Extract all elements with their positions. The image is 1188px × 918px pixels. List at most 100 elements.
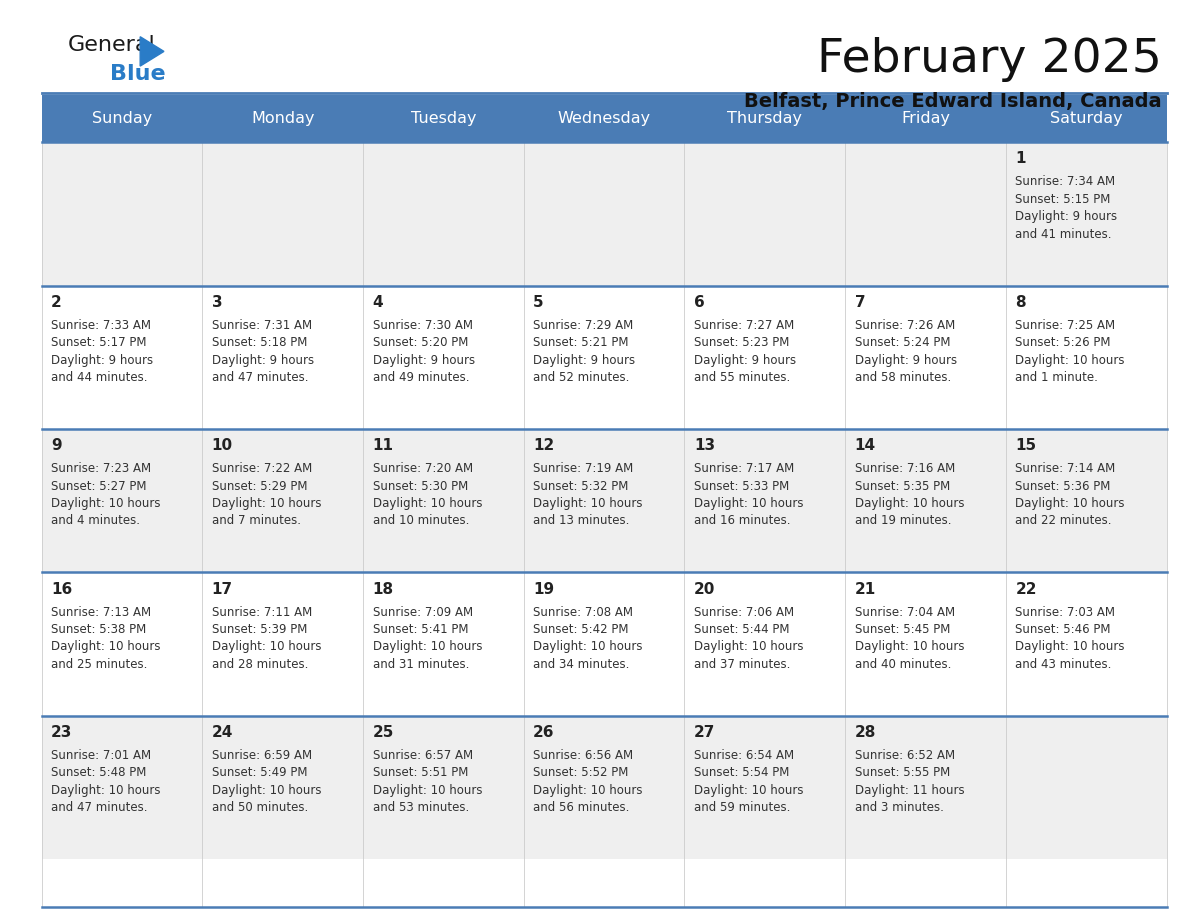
Text: and 59 minutes.: and 59 minutes.: [694, 801, 790, 814]
Text: Sunrise: 7:19 AM: Sunrise: 7:19 AM: [533, 462, 633, 476]
Text: 19: 19: [533, 582, 555, 597]
Text: 10: 10: [211, 438, 233, 453]
Text: 2: 2: [51, 295, 62, 310]
Text: Sunset: 5:29 PM: Sunset: 5:29 PM: [211, 479, 308, 493]
Text: 5: 5: [533, 295, 544, 310]
Text: Daylight: 10 hours: Daylight: 10 hours: [211, 641, 321, 654]
Bar: [42, 285, 1167, 429]
Bar: [42, 142, 1167, 285]
Text: and 44 minutes.: and 44 minutes.: [51, 371, 147, 384]
Text: Daylight: 10 hours: Daylight: 10 hours: [1016, 497, 1125, 510]
Text: 16: 16: [51, 582, 72, 597]
Text: Daylight: 10 hours: Daylight: 10 hours: [51, 784, 160, 797]
Text: and 4 minutes.: and 4 minutes.: [51, 514, 140, 528]
Text: Daylight: 10 hours: Daylight: 10 hours: [211, 784, 321, 797]
Text: Sunrise: 6:57 AM: Sunrise: 6:57 AM: [373, 749, 473, 762]
Text: Sunrise: 7:25 AM: Sunrise: 7:25 AM: [1016, 319, 1116, 331]
Text: Sunset: 5:18 PM: Sunset: 5:18 PM: [211, 336, 308, 349]
Text: Blue: Blue: [110, 64, 166, 84]
Text: and 16 minutes.: and 16 minutes.: [694, 514, 790, 528]
Text: and 13 minutes.: and 13 minutes.: [533, 514, 630, 528]
Text: Daylight: 10 hours: Daylight: 10 hours: [373, 784, 482, 797]
Text: Daylight: 10 hours: Daylight: 10 hours: [533, 641, 643, 654]
Text: and 56 minutes.: and 56 minutes.: [533, 801, 630, 814]
Text: Daylight: 10 hours: Daylight: 10 hours: [211, 497, 321, 510]
Text: Sunrise: 7:06 AM: Sunrise: 7:06 AM: [694, 606, 794, 619]
Text: Daylight: 10 hours: Daylight: 10 hours: [373, 497, 482, 510]
Text: Sunday: Sunday: [91, 111, 152, 126]
Text: Sunset: 5:36 PM: Sunset: 5:36 PM: [1016, 479, 1111, 493]
Text: and 19 minutes.: and 19 minutes.: [854, 514, 952, 528]
Text: Sunrise: 7:14 AM: Sunrise: 7:14 AM: [1016, 462, 1116, 476]
Text: 12: 12: [533, 438, 555, 453]
Text: Sunset: 5:15 PM: Sunset: 5:15 PM: [1016, 193, 1111, 206]
Text: and 47 minutes.: and 47 minutes.: [51, 801, 147, 814]
Text: Sunrise: 7:20 AM: Sunrise: 7:20 AM: [373, 462, 473, 476]
Text: 7: 7: [854, 295, 865, 310]
Text: Sunset: 5:46 PM: Sunset: 5:46 PM: [1016, 623, 1111, 636]
Text: Tuesday: Tuesday: [411, 111, 476, 126]
Text: Thursday: Thursday: [727, 111, 802, 126]
Text: Sunset: 5:48 PM: Sunset: 5:48 PM: [51, 767, 146, 779]
Text: Sunrise: 7:33 AM: Sunrise: 7:33 AM: [51, 319, 151, 331]
Text: Sunrise: 6:54 AM: Sunrise: 6:54 AM: [694, 749, 794, 762]
Text: Sunset: 5:26 PM: Sunset: 5:26 PM: [1016, 336, 1111, 349]
Bar: [42, 429, 1167, 573]
Text: Sunset: 5:30 PM: Sunset: 5:30 PM: [373, 479, 468, 493]
Text: Daylight: 10 hours: Daylight: 10 hours: [694, 641, 803, 654]
Text: and 28 minutes.: and 28 minutes.: [211, 658, 308, 671]
Text: Sunset: 5:20 PM: Sunset: 5:20 PM: [373, 336, 468, 349]
Text: Daylight: 10 hours: Daylight: 10 hours: [854, 641, 965, 654]
Text: Sunset: 5:44 PM: Sunset: 5:44 PM: [694, 623, 790, 636]
Text: and 55 minutes.: and 55 minutes.: [694, 371, 790, 384]
Text: 21: 21: [854, 582, 876, 597]
Text: and 34 minutes.: and 34 minutes.: [533, 658, 630, 671]
Text: Sunset: 5:24 PM: Sunset: 5:24 PM: [854, 336, 950, 349]
Text: 14: 14: [854, 438, 876, 453]
Text: 9: 9: [51, 438, 62, 453]
Text: Sunset: 5:33 PM: Sunset: 5:33 PM: [694, 479, 789, 493]
Text: 13: 13: [694, 438, 715, 453]
Text: Sunrise: 7:04 AM: Sunrise: 7:04 AM: [854, 606, 955, 619]
Text: 28: 28: [854, 725, 876, 740]
Text: 3: 3: [211, 295, 222, 310]
Text: and 10 minutes.: and 10 minutes.: [373, 514, 469, 528]
Text: Sunrise: 7:11 AM: Sunrise: 7:11 AM: [211, 606, 312, 619]
Text: and 40 minutes.: and 40 minutes.: [854, 658, 952, 671]
Text: Saturday: Saturday: [1050, 111, 1123, 126]
Text: Sunrise: 7:13 AM: Sunrise: 7:13 AM: [51, 606, 151, 619]
Bar: [42, 573, 1167, 716]
Text: Sunrise: 6:56 AM: Sunrise: 6:56 AM: [533, 749, 633, 762]
Text: Monday: Monday: [251, 111, 315, 126]
Text: 4: 4: [373, 295, 384, 310]
Text: Sunrise: 7:03 AM: Sunrise: 7:03 AM: [1016, 606, 1116, 619]
Text: Sunrise: 7:08 AM: Sunrise: 7:08 AM: [533, 606, 633, 619]
Text: and 7 minutes.: and 7 minutes.: [211, 514, 301, 528]
Text: and 50 minutes.: and 50 minutes.: [211, 801, 308, 814]
Text: Sunset: 5:38 PM: Sunset: 5:38 PM: [51, 623, 146, 636]
Text: Sunrise: 7:26 AM: Sunrise: 7:26 AM: [854, 319, 955, 331]
Text: Sunset: 5:51 PM: Sunset: 5:51 PM: [373, 767, 468, 779]
Text: and 1 minute.: and 1 minute.: [1016, 371, 1098, 384]
Text: 11: 11: [373, 438, 393, 453]
Text: Sunset: 5:23 PM: Sunset: 5:23 PM: [694, 336, 789, 349]
Text: 6: 6: [694, 295, 704, 310]
Text: Daylight: 10 hours: Daylight: 10 hours: [533, 497, 643, 510]
Polygon shape: [140, 37, 164, 66]
Text: Sunrise: 7:23 AM: Sunrise: 7:23 AM: [51, 462, 151, 476]
Text: Sunset: 5:45 PM: Sunset: 5:45 PM: [854, 623, 950, 636]
Text: Daylight: 9 hours: Daylight: 9 hours: [533, 353, 636, 366]
Text: 15: 15: [1016, 438, 1036, 453]
Text: Sunrise: 7:29 AM: Sunrise: 7:29 AM: [533, 319, 633, 331]
Text: and 25 minutes.: and 25 minutes.: [51, 658, 147, 671]
Text: and 58 minutes.: and 58 minutes.: [854, 371, 950, 384]
Text: and 41 minutes.: and 41 minutes.: [1016, 228, 1112, 241]
Bar: [42, 716, 1167, 859]
Text: Sunrise: 7:31 AM: Sunrise: 7:31 AM: [211, 319, 312, 331]
Text: 1: 1: [1016, 151, 1026, 166]
Text: Sunrise: 7:34 AM: Sunrise: 7:34 AM: [1016, 175, 1116, 188]
Text: 22: 22: [1016, 582, 1037, 597]
Text: Daylight: 9 hours: Daylight: 9 hours: [1016, 210, 1118, 223]
Text: 23: 23: [51, 725, 72, 740]
Text: and 31 minutes.: and 31 minutes.: [373, 658, 469, 671]
